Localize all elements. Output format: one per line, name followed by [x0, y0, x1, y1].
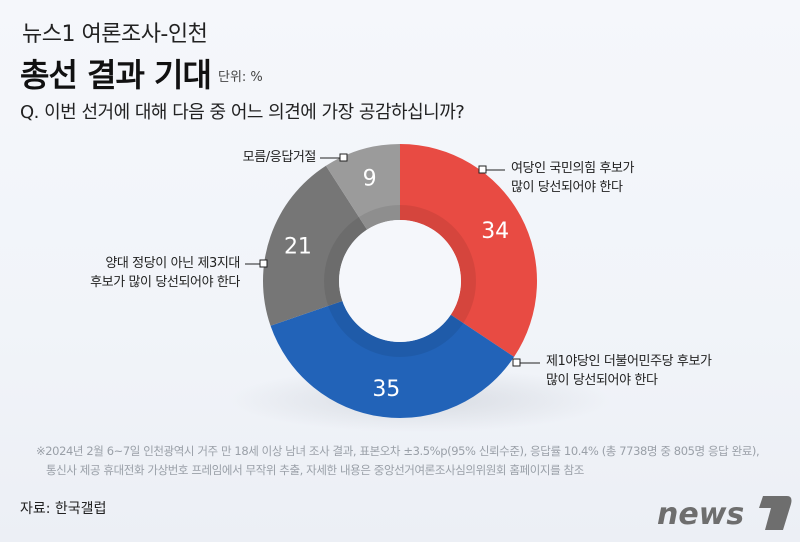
slice-3: [325, 144, 400, 230]
note-line1: ※2024년 2월 6~7일 인천광역시 거주 만 18세 이상 남녀 조사 결…: [36, 444, 760, 458]
slice-values: 34 35 21 9: [284, 166, 509, 402]
inner-ring-1: [328, 300, 464, 357]
label-ppp: 여당인 국민의힘 후보가 많이 당선되어야 한다: [511, 159, 634, 197]
note-line2: 통신사 제공 휴대전화 가상번호 프레임에서 무작위 추출, 자세한 내용은 중…: [46, 463, 584, 477]
donut-hole: [339, 220, 461, 342]
label-unknown: 모름/응답거절: [242, 150, 317, 165]
label-dp-line2: 많이 당선되어야 한다: [546, 373, 658, 388]
marker-third: [259, 259, 268, 268]
survey-note: ※2024년 2월 6~7일 인천광역시 거주 만 18세 이상 남녀 조사 결…: [36, 442, 760, 480]
slice-value-2: 21: [284, 235, 312, 260]
label-dp: 제1야당인 더불어민주당 후보가 많이 당선되어야 한다: [546, 352, 712, 390]
label-ppp-line2: 많이 당선되어야 한다: [511, 180, 623, 195]
slice-value-0: 34: [481, 219, 509, 244]
slice-value-1: 35: [372, 377, 400, 402]
inner-ring-3: [358, 205, 400, 230]
label-ppp-line1: 여당인 국민의힘 후보가: [511, 161, 635, 176]
slice-0: [400, 144, 537, 357]
inner-ring-0: [400, 205, 476, 324]
label-third-line2: 후보가 많이 당선되어야 한다: [90, 275, 240, 290]
donut-slices: [262, 144, 537, 418]
label-third-line1: 양대 정당이 아닌 제3지대: [105, 256, 240, 271]
data-source: 자료: 한국갤럽: [20, 501, 107, 517]
news1-logo: news: [655, 490, 795, 540]
inner-ring-2: [324, 217, 368, 306]
marker-dp: [512, 358, 521, 367]
logo-one-icon: [759, 496, 792, 530]
chart-title: 총선 결과 기대: [20, 56, 212, 94]
unit-label: 단위: %: [218, 70, 263, 85]
donut-inner-ring: [324, 205, 476, 357]
chart-subtitle: 뉴스1 여론조사-인천: [22, 22, 208, 47]
slice-value-3: 9: [363, 166, 377, 191]
slice-1: [270, 300, 515, 418]
label-third: 양대 정당이 아닌 제3지대 후보가 많이 당선되어야 한다: [90, 254, 240, 292]
marker-unknown: [339, 153, 348, 162]
logo-text: news: [657, 497, 744, 532]
marker-ppp: [478, 165, 487, 174]
label-dp-line1: 제1야당인 더불어민주당 후보가: [546, 354, 712, 369]
leader-lines: [245, 153, 540, 367]
slice-2: [262, 165, 368, 326]
survey-question: Q. 이번 선거에 대해 다음 중 어느 의견에 가장 공감하십니까?: [20, 102, 465, 123]
